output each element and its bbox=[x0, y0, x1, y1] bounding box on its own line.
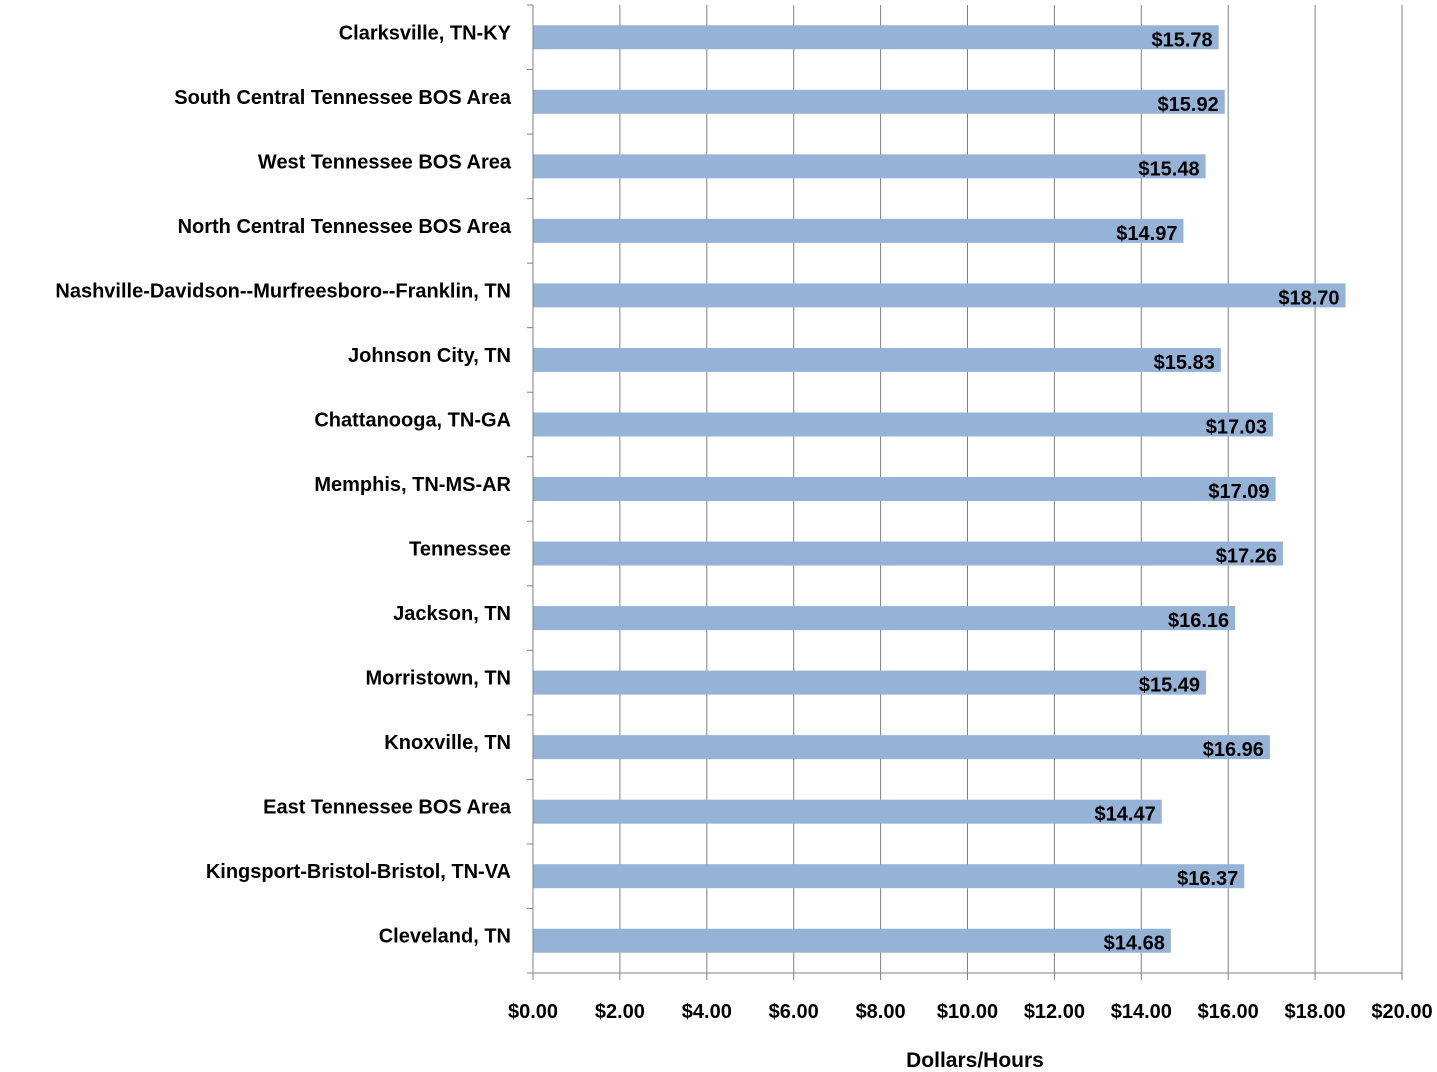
x-axis-title: Dollars/Hours bbox=[906, 1049, 1044, 1072]
axes bbox=[527, 4, 1403, 980]
data-label: $15.83 bbox=[1154, 352, 1215, 374]
data-label: $15.49 bbox=[1139, 675, 1200, 697]
data-label: $16.16 bbox=[1168, 610, 1229, 632]
x-tick-label: $20.00 bbox=[1371, 1001, 1432, 1023]
bars bbox=[533, 25, 1346, 953]
bar bbox=[533, 154, 1206, 179]
bar bbox=[533, 347, 1221, 372]
data-label: $17.09 bbox=[1208, 481, 1269, 503]
data-label: $14.68 bbox=[1104, 933, 1165, 955]
category-label: Chattanooga, TN-GA bbox=[314, 409, 511, 431]
category-label: Knoxville, TN bbox=[384, 732, 511, 754]
bar bbox=[533, 864, 1245, 889]
bar bbox=[533, 606, 1236, 631]
x-tick-label: $4.00 bbox=[682, 1001, 732, 1023]
data-label: $15.48 bbox=[1138, 158, 1199, 180]
bar bbox=[533, 799, 1162, 824]
x-tick-label: $18.00 bbox=[1285, 1001, 1346, 1023]
category-label: Johnson City, TN bbox=[348, 345, 511, 367]
data-label: $16.37 bbox=[1177, 868, 1238, 890]
bar bbox=[533, 735, 1270, 760]
x-tick-label: $14.00 bbox=[1111, 1001, 1172, 1023]
category-label: Kingsport-Bristol-Bristol, TN-VA bbox=[206, 861, 511, 883]
category-label: Clarksville, TN-KY bbox=[339, 22, 512, 44]
data-label: $15.92 bbox=[1158, 94, 1219, 116]
category-label: Jackson, TN bbox=[393, 603, 511, 625]
x-tick-label: $10.00 bbox=[937, 1001, 998, 1023]
x-tick-label: $16.00 bbox=[1198, 1001, 1259, 1023]
x-tick-label: $2.00 bbox=[595, 1001, 645, 1023]
data-label: $16.96 bbox=[1203, 739, 1264, 761]
data-label: $14.97 bbox=[1116, 223, 1177, 245]
category-label: South Central Tennessee BOS Area bbox=[174, 87, 512, 109]
bar bbox=[533, 89, 1225, 114]
category-label: North Central Tennessee BOS Area bbox=[178, 216, 512, 238]
category-label: Memphis, TN-MS-AR bbox=[314, 474, 511, 496]
data-label: $18.70 bbox=[1278, 287, 1339, 309]
bar bbox=[533, 25, 1219, 50]
bar bbox=[533, 670, 1207, 695]
bar bbox=[533, 477, 1276, 501]
data-label: $17.03 bbox=[1206, 416, 1267, 438]
data-label: $14.47 bbox=[1095, 804, 1156, 826]
bar bbox=[533, 412, 1273, 437]
bar bbox=[533, 283, 1346, 308]
category-label: East Tennessee BOS Area bbox=[263, 797, 512, 819]
bar bbox=[533, 218, 1184, 243]
category-label: Nashville-Davidson--Murfreesboro--Frankl… bbox=[55, 280, 511, 302]
data-label: $15.78 bbox=[1151, 29, 1212, 51]
bar bbox=[533, 928, 1171, 953]
labels: $0.00 $2.00 $4.00 $6.00 $8.00 $10.00 $12.00 $14… bbox=[55, 22, 1432, 1023]
category-label: Morristown, TN bbox=[365, 668, 511, 690]
data-label: $17.26 bbox=[1216, 546, 1277, 568]
x-tick-label: $8.00 bbox=[856, 1001, 906, 1023]
category-label: Cleveland, TN bbox=[379, 926, 511, 948]
x-tick-label: $12.00 bbox=[1024, 1001, 1085, 1023]
bar bbox=[533, 541, 1283, 566]
x-tick-label: $6.00 bbox=[769, 1001, 819, 1023]
x-tick-label: $0.00 bbox=[508, 1001, 558, 1023]
category-label: Tennessee bbox=[409, 539, 511, 561]
category-label: West Tennessee BOS Area bbox=[258, 151, 512, 173]
